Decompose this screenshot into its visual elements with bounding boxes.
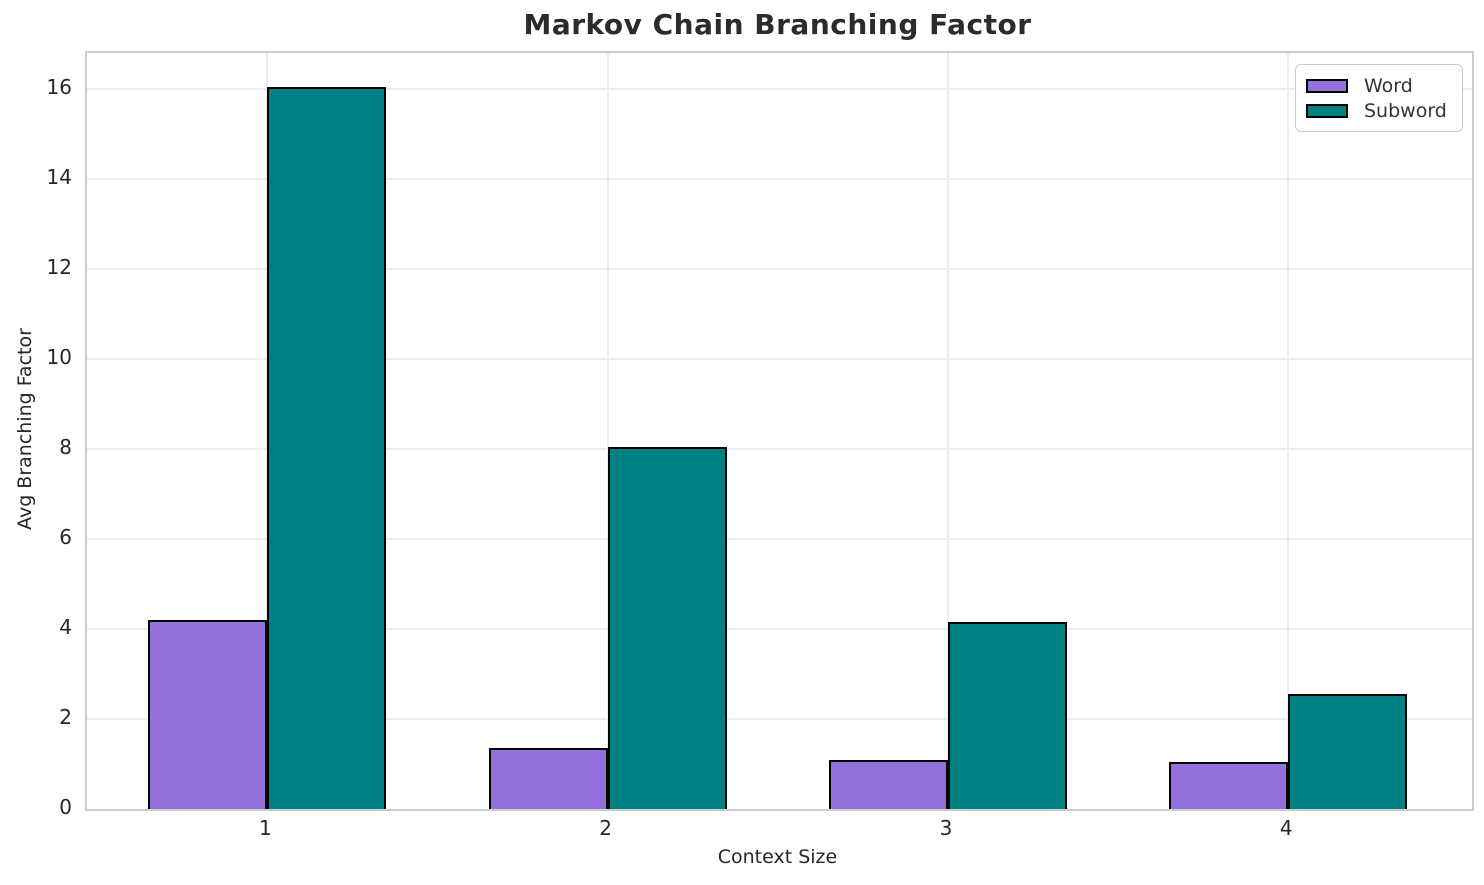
y-tick-label: 12: [46, 255, 72, 279]
legend-label-subword: Subword: [1364, 99, 1447, 122]
y-gridline: [87, 718, 1472, 720]
legend-item-subword: Subword: [1306, 98, 1452, 123]
chart-title: Markov Chain Branching Factor: [523, 8, 1032, 41]
y-tick-label: 4: [59, 615, 72, 639]
bar-subword: [1288, 694, 1408, 809]
x-tick-label: 1: [258, 816, 272, 840]
y-tick-label: 10: [46, 345, 72, 369]
x-tick-label: 3: [939, 816, 953, 840]
legend-item-word: Word: [1306, 73, 1452, 98]
y-gridline: [87, 88, 1472, 90]
y-tick-label: 14: [46, 165, 72, 189]
y-tick-label: 0: [59, 795, 72, 819]
bar-word: [828, 759, 948, 809]
bar-subword: [607, 446, 727, 809]
legend-swatch-word: [1306, 78, 1348, 93]
plot-area: Word Subword: [85, 51, 1474, 811]
x-gridline: [946, 53, 949, 809]
x-gridline: [1287, 53, 1290, 809]
y-tick-label: 6: [59, 525, 72, 549]
bar-word: [488, 748, 608, 809]
x-tick-label: 2: [599, 816, 612, 840]
x-axis-label: Context Size: [717, 846, 838, 868]
legend-swatch-subword: [1306, 103, 1348, 118]
y-axis-label: Avg Branching Factor: [14, 328, 36, 530]
y-gridline: [87, 178, 1472, 180]
x-gridline: [606, 53, 609, 809]
y-gridline: [87, 448, 1472, 450]
legend: Word Subword: [1295, 64, 1463, 132]
y-tick-label: 2: [59, 705, 72, 729]
y-gridline: [87, 358, 1472, 360]
legend-label-word: Word: [1364, 74, 1413, 97]
y-tick-label: 16: [46, 75, 72, 99]
bar-word: [1169, 761, 1289, 809]
y-tick-label: 8: [59, 435, 72, 459]
bar-subword: [947, 622, 1068, 809]
y-gridline: [87, 628, 1472, 630]
y-gridline: [87, 538, 1472, 540]
bar-subword: [267, 86, 387, 809]
y-gridline: [87, 268, 1472, 270]
x-tick-label: 4: [1279, 816, 1293, 840]
bar-word: [148, 620, 268, 809]
